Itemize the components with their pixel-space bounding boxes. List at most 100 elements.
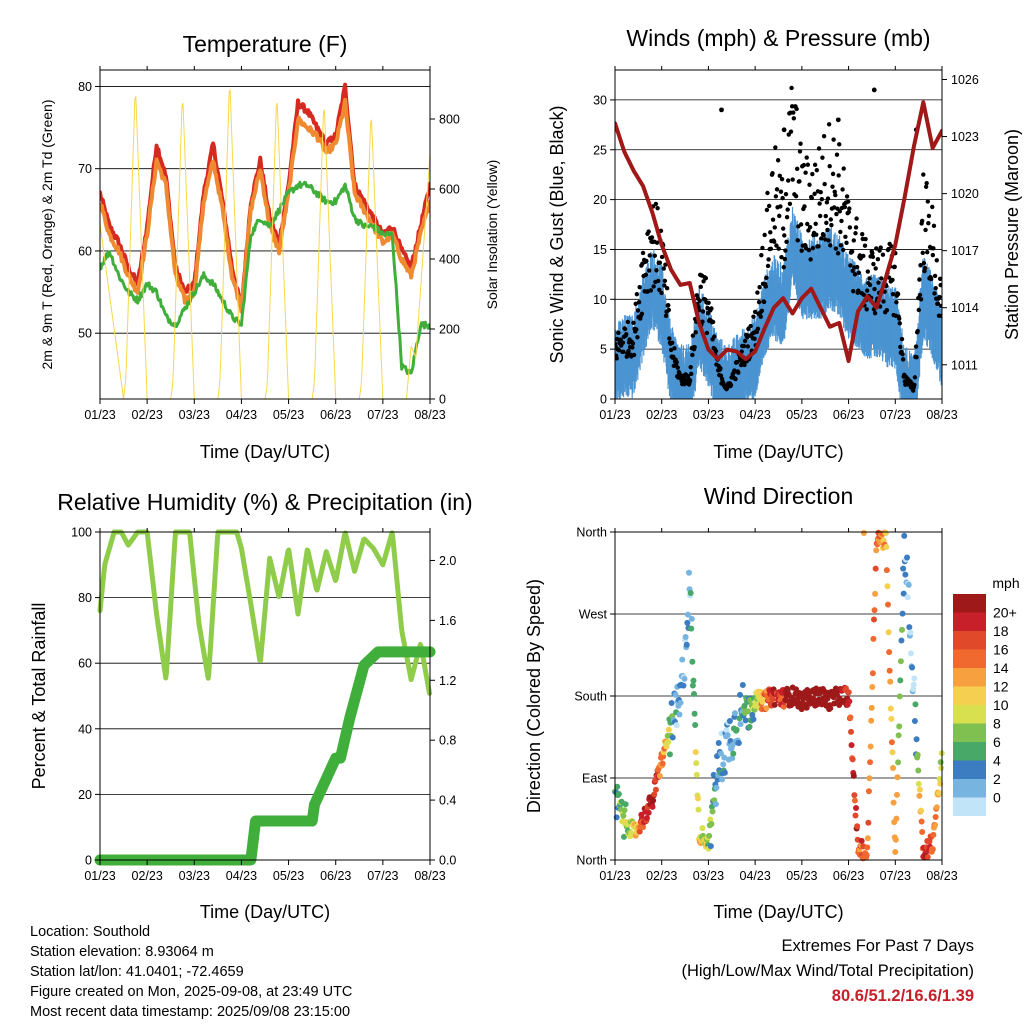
direction-point (896, 723, 903, 730)
direction-point (869, 670, 876, 677)
gust-point (688, 364, 693, 370)
gust-point (807, 182, 812, 187)
direction-point (679, 656, 686, 663)
gust-point (856, 270, 862, 275)
gust-point (681, 375, 687, 381)
gust-point (847, 225, 853, 230)
direction-point (892, 836, 899, 843)
gust-point (848, 263, 853, 268)
gust-point (804, 155, 809, 160)
gust-point (925, 250, 930, 255)
x-tick-label: 07/23 (367, 408, 398, 422)
direction-point (721, 769, 728, 776)
gust-point (925, 199, 930, 204)
gust-point (890, 277, 895, 283)
temperature-plot-area (100, 82, 430, 399)
plot-frame (614, 69, 943, 400)
y-tick-label: 60 (78, 657, 92, 671)
legend-label: 8 (993, 716, 1001, 732)
gust-point (836, 173, 841, 178)
chart-title: Relative Humidity (%) & Precipitation (i… (57, 489, 472, 515)
gust-point (736, 370, 741, 375)
gust-point (865, 288, 870, 293)
gust-point (775, 158, 781, 163)
series-9m-t (100, 97, 430, 314)
direction-point (911, 675, 918, 682)
x-tick-label: 02/23 (132, 408, 163, 422)
gust-point (774, 243, 779, 248)
direction-point (691, 690, 698, 697)
gust-point (649, 235, 655, 240)
gust-point (837, 209, 842, 214)
x-tick-label: 07/23 (367, 869, 398, 883)
direction-point (871, 607, 878, 614)
y2-tick-label: 1023 (951, 130, 979, 144)
gust-point (912, 382, 917, 388)
elevation-text: Station elevation: 8.93064 m (30, 944, 214, 960)
gust-point (779, 176, 785, 182)
gust-point (915, 328, 920, 334)
gust-point (917, 292, 923, 298)
direction-point (870, 635, 877, 642)
gust-point (615, 356, 619, 361)
gust-point (654, 240, 660, 245)
gust-point (777, 213, 782, 219)
gust-point (879, 276, 884, 281)
gust-point (928, 276, 934, 282)
direction-point (886, 649, 893, 656)
direction-point (800, 695, 807, 702)
gust-point (653, 201, 659, 207)
x-tick-label: 03/23 (179, 869, 210, 883)
legend-label: 14 (993, 660, 1009, 676)
direction-point (924, 853, 931, 860)
direction-point (620, 812, 627, 819)
direction-point (677, 699, 684, 706)
direction-point (645, 809, 652, 816)
direction-point (614, 783, 621, 790)
y2-tick-label: 1017 (951, 244, 979, 258)
gust-point (821, 233, 826, 238)
gust-point (827, 163, 832, 169)
gust-point (772, 225, 777, 230)
y-tick-label: North (576, 854, 607, 868)
y-tick-label: 40 (78, 722, 92, 736)
legend-swatch (953, 612, 986, 631)
gust-point (847, 206, 852, 211)
gust-point (914, 354, 919, 360)
gust-point (832, 189, 837, 194)
direction-point (707, 816, 714, 823)
gust-point (841, 166, 846, 171)
gust-point (735, 359, 740, 365)
y-axis-label: Percent & Total Rainfall (29, 603, 49, 790)
direction-point (706, 832, 713, 839)
direction-point (681, 675, 688, 682)
gust-point (690, 352, 695, 358)
gust-point (798, 222, 804, 227)
x-tick-label: 05/23 (786, 869, 817, 883)
gust-point (919, 218, 925, 224)
gust-point (894, 300, 899, 305)
legend-label: 6 (993, 734, 1001, 750)
gust-point (819, 236, 824, 241)
gust-point (706, 300, 711, 306)
gust-point (777, 173, 783, 179)
gust-point (923, 184, 929, 189)
direction-point (693, 760, 700, 767)
gust-point (631, 352, 637, 358)
y2-tick-label: 1.2 (439, 674, 456, 688)
legend-swatch (953, 760, 986, 779)
legend-swatch (953, 797, 986, 816)
direction-point (782, 697, 789, 704)
gust-point (842, 204, 848, 210)
y-tick-label: 30 (593, 93, 607, 107)
gust-point (920, 250, 925, 256)
gust-point (850, 268, 855, 274)
direction-point (710, 771, 717, 778)
y-tick-label: 100 (71, 526, 92, 540)
gust-point (639, 311, 645, 317)
legend-label: 0 (993, 790, 1001, 806)
direction-point (676, 711, 683, 718)
series-wind-direction (612, 529, 945, 862)
